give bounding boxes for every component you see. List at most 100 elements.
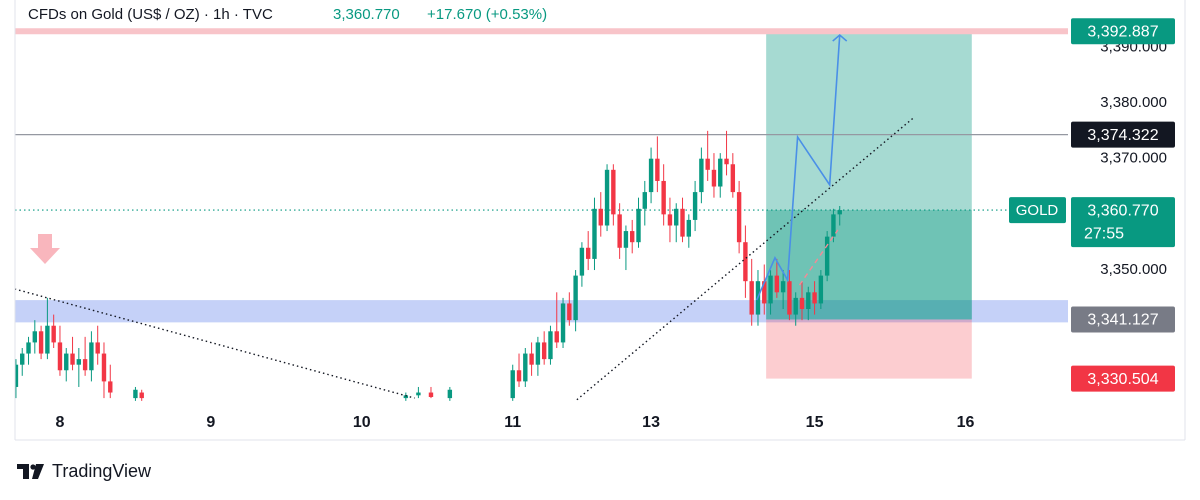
candle-body (636, 208, 641, 243)
candle-body (824, 236, 830, 276)
candle-body (76, 359, 82, 365)
countdown: 27:55 (1084, 225, 1124, 242)
candle-body (611, 169, 616, 215)
candle-body (51, 325, 56, 343)
price-label-box (1071, 365, 1175, 392)
candle-body (554, 331, 559, 343)
candle-body (818, 275, 824, 304)
candle-body (799, 297, 805, 310)
candle-body (736, 192, 742, 243)
candle-body (585, 247, 591, 259)
x-tick-label: 9 (206, 414, 215, 431)
candle-body (743, 242, 748, 282)
logo-mark (32, 464, 44, 479)
candle-body (567, 303, 572, 321)
price-label: 3,392.887 (1087, 23, 1158, 40)
candle-body (592, 208, 597, 259)
candle-body (26, 342, 31, 354)
candle-body (705, 158, 710, 170)
candle-body (32, 331, 38, 343)
candle-body (598, 208, 603, 226)
x-tick-label: 10 (353, 414, 371, 431)
chart-title: CFDs on Gold (US$ / OZ) · 1h · TVC (28, 6, 273, 23)
candle-body (95, 342, 100, 354)
candle-body (711, 169, 717, 187)
candle-body (64, 353, 69, 371)
y-tick-label: 3,380.000 (1100, 94, 1167, 111)
candle-body (516, 370, 522, 382)
candle-body (787, 281, 792, 315)
candle-body (674, 208, 679, 226)
candle-body (661, 180, 666, 215)
price-label: 3,330.504 (1087, 371, 1158, 388)
brand: TradingView (52, 461, 152, 481)
candle-body (20, 353, 25, 365)
plot-area (15, 28, 1068, 401)
candle-body (139, 392, 144, 399)
candle-body (749, 281, 754, 315)
candle-body (38, 331, 44, 354)
logo-mark (17, 464, 29, 479)
candle-body (523, 353, 528, 382)
candle-body (780, 281, 786, 293)
price-label: 3,341.127 (1087, 312, 1158, 329)
arrow-icon (30, 234, 60, 264)
trendline (576, 116, 916, 401)
candle-body (428, 392, 434, 397)
y-tick-label: 3,370.000 (1100, 150, 1167, 167)
candle-body (648, 158, 654, 193)
arrow-head (832, 34, 848, 42)
trendline (798, 229, 839, 286)
stop-zone (766, 319, 972, 379)
price-label-box (1071, 121, 1175, 148)
candle-body (812, 292, 817, 304)
symbol-tag-box (1009, 197, 1066, 224)
candle-body (133, 389, 138, 399)
price-label: 3,374.322 (1087, 127, 1158, 144)
logo-dot (30, 464, 36, 470)
x-tick-label: 8 (56, 414, 65, 431)
candle-body (560, 303, 566, 343)
price-change: +17.670 (+0.53%) (427, 6, 547, 23)
candle-body (101, 353, 107, 382)
candle-body (806, 292, 811, 310)
candle-body (724, 158, 729, 165)
candle-body (617, 214, 622, 248)
price-label: 3,360.770 (1087, 202, 1158, 219)
y-tick-label: 3,350.000 (1100, 261, 1167, 278)
x-tick-label: 15 (806, 414, 824, 431)
profit-zone (766, 31, 972, 320)
candle-body (655, 158, 660, 181)
candle-body (403, 395, 409, 399)
candle-body (686, 219, 692, 237)
candle-body (108, 381, 113, 393)
candle-body (15, 364, 19, 387)
candle-body (447, 389, 453, 399)
tradingview-logo (17, 464, 44, 479)
x-tick-label: 11 (504, 414, 521, 431)
candle-body (768, 275, 773, 304)
candle-body (623, 231, 629, 248)
candle-body (45, 325, 50, 354)
support-zone (15, 300, 1068, 323)
candle-body (57, 342, 63, 371)
candle-body (535, 342, 541, 365)
candle-body (831, 214, 836, 237)
candle-body (692, 192, 698, 220)
candle-body (510, 370, 515, 399)
candle-body (762, 281, 767, 304)
candle-body (541, 342, 547, 360)
symbol-tag: GOLD (1016, 202, 1059, 219)
candle-body (667, 214, 673, 226)
candle-body (548, 331, 553, 360)
candle-body (604, 169, 610, 226)
candle-body (416, 392, 421, 396)
candle-body (630, 231, 635, 243)
candle-body (718, 158, 723, 187)
price-label-box (1071, 18, 1175, 45)
price-label-box (1071, 197, 1175, 248)
candle-body (774, 275, 780, 293)
